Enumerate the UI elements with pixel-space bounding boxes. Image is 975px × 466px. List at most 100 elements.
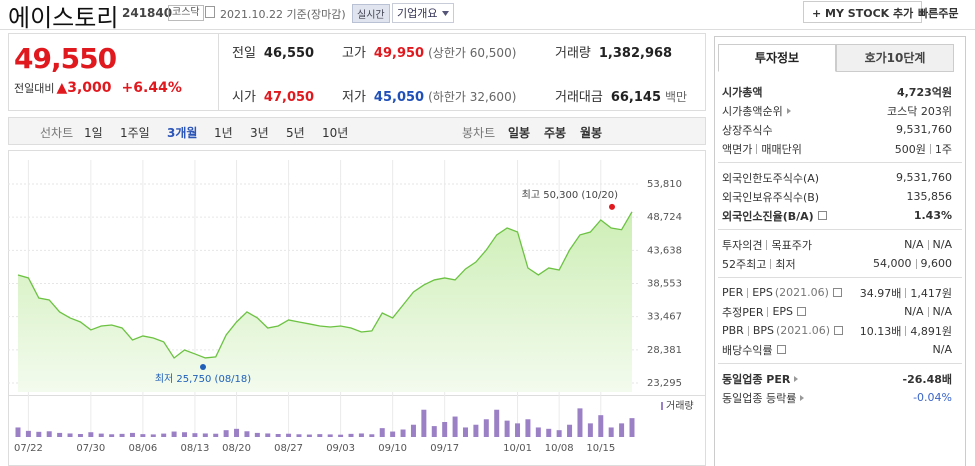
separator xyxy=(929,143,931,154)
volume-bar xyxy=(546,428,552,437)
row-value: 500원 1주 xyxy=(895,141,952,157)
stock-code: 241840 xyxy=(122,6,173,20)
row-value: N/A N/A xyxy=(904,305,952,318)
help-icon[interactable] xyxy=(797,307,807,316)
info-row: 상장주식수 9,531,760 xyxy=(722,120,952,139)
quote-stat: 거래대금 66,145 백만 xyxy=(555,86,687,105)
row-label: 투자의견 목표주가 xyxy=(722,237,812,253)
row-value: 10.13배 4,891원 xyxy=(860,323,952,339)
value-text: 1.43% xyxy=(913,209,952,222)
volume-bar xyxy=(98,433,104,437)
value-text: 54,000 xyxy=(873,257,912,270)
volume-bar xyxy=(57,432,63,437)
period-button[interactable]: 3개월 xyxy=(167,126,198,140)
link-arrow[interactable] xyxy=(786,107,791,114)
label-text: 동일업종 등락률 xyxy=(722,391,797,405)
stat-label: 시가 xyxy=(232,90,256,105)
label-text: 액면가 xyxy=(722,142,753,156)
value-text: 1,417원 xyxy=(910,286,952,300)
value-text: 10.13배 xyxy=(859,324,902,338)
stat-label: 거래량 xyxy=(555,46,591,61)
separator xyxy=(767,306,769,317)
volume-bar xyxy=(598,415,604,437)
stat-value: 47,050 xyxy=(263,90,315,105)
y-tick-label: 48,724 xyxy=(647,212,682,223)
row-label: 시가총액순위 xyxy=(722,103,791,119)
volume-bar xyxy=(15,427,21,437)
label-text: EPS xyxy=(752,286,773,299)
info-row: 동일업종 등락률 -0.04% xyxy=(722,388,952,407)
stat-value: 1,382,968 xyxy=(598,46,673,61)
help-icon[interactable] xyxy=(834,326,844,335)
volume-bar xyxy=(556,430,562,437)
volume-bar xyxy=(223,430,229,437)
help-icon[interactable] xyxy=(832,288,842,297)
row-label: 시가총액 xyxy=(722,84,762,100)
base-date: 2021.10.22 기준(장마감) xyxy=(220,8,346,21)
value-text: N/A xyxy=(932,305,952,318)
low-marker xyxy=(200,363,206,370)
x-tick-label: 08/13 xyxy=(181,443,210,454)
period-button[interactable]: 3년 xyxy=(250,126,269,140)
quick-order-button[interactable]: 빠른주문 xyxy=(918,7,959,20)
row-label: 외국인소진율(B/A) xyxy=(722,208,827,224)
candle-button[interactable]: 일봉 xyxy=(508,126,531,140)
company-dropdown[interactable]: 기업개요 xyxy=(392,3,455,23)
high-marker xyxy=(609,203,615,210)
period-button[interactable]: 1일 xyxy=(84,126,103,140)
divider xyxy=(0,29,975,30)
value-text: N/A xyxy=(932,343,952,356)
volume-bar xyxy=(348,433,354,437)
volume-bar xyxy=(421,409,427,437)
volume-bar xyxy=(265,433,271,437)
stat-label: 저가 xyxy=(342,90,366,105)
y-tick-label: 38,553 xyxy=(647,278,682,289)
my-stock-button[interactable]: + MY STOCK 추가 xyxy=(803,1,923,23)
value-text: 4,891원 xyxy=(910,324,952,338)
row-value: -0.04% xyxy=(913,391,952,404)
candle-button[interactable]: 주봉 xyxy=(544,126,567,140)
volume-bar xyxy=(129,432,135,437)
current-price: 49,550 xyxy=(14,42,117,75)
period-button[interactable]: 5년 xyxy=(286,126,305,140)
row-value: 4,723억원 xyxy=(897,84,952,100)
section-divider xyxy=(718,277,962,278)
link-arrow[interactable] xyxy=(794,375,799,382)
chart-toolbar xyxy=(8,117,706,145)
period-button[interactable]: 1년 xyxy=(214,126,233,140)
period-button[interactable]: 1주일 xyxy=(120,126,150,140)
row-label: 외국인한도주식수(A) xyxy=(722,170,819,186)
label-note: (2021.06) xyxy=(776,324,831,337)
y-tick-label: 43,638 xyxy=(647,245,682,256)
stat-label: 고가 xyxy=(342,46,366,61)
realtime-button[interactable]: 실시간 xyxy=(352,4,390,23)
volume-bar xyxy=(608,427,614,437)
row-label: PBR BPS (2021.06) xyxy=(722,324,844,337)
price-area xyxy=(18,211,632,392)
info-row: 투자의견 목표주가 N/A N/A xyxy=(722,235,952,254)
volume-bar xyxy=(140,434,146,437)
period-button[interactable]: 10년 xyxy=(322,126,349,140)
link-arrow[interactable] xyxy=(800,394,805,401)
value-text: 500원 xyxy=(894,142,926,156)
volume-bar xyxy=(119,433,125,437)
market-badge: 코스닥 xyxy=(168,5,204,21)
volume-bar xyxy=(213,433,219,437)
label-text: 추정PER xyxy=(722,305,764,319)
row-value: 9,531,760 xyxy=(896,171,952,184)
help-icon[interactable] xyxy=(817,211,827,220)
volume-bar xyxy=(369,434,375,437)
change: 전일대비 ▲3,000 +6.44% xyxy=(14,80,182,96)
volume-bar xyxy=(494,409,500,437)
volume-bar xyxy=(390,431,396,437)
quote-stat: 전일 46,550 xyxy=(232,42,314,61)
value-text: N/A xyxy=(904,305,924,318)
separator xyxy=(766,239,768,250)
info-tab[interactable]: 호가10단계 xyxy=(836,44,954,72)
change-value: ▲3,000 xyxy=(56,80,112,96)
info-row: 시가총액순위 코스닥 203위 xyxy=(722,101,952,120)
candle-button[interactable]: 월봉 xyxy=(580,126,603,140)
info-tab[interactable]: 투자정보 xyxy=(718,44,836,72)
help-icon[interactable] xyxy=(776,345,786,354)
